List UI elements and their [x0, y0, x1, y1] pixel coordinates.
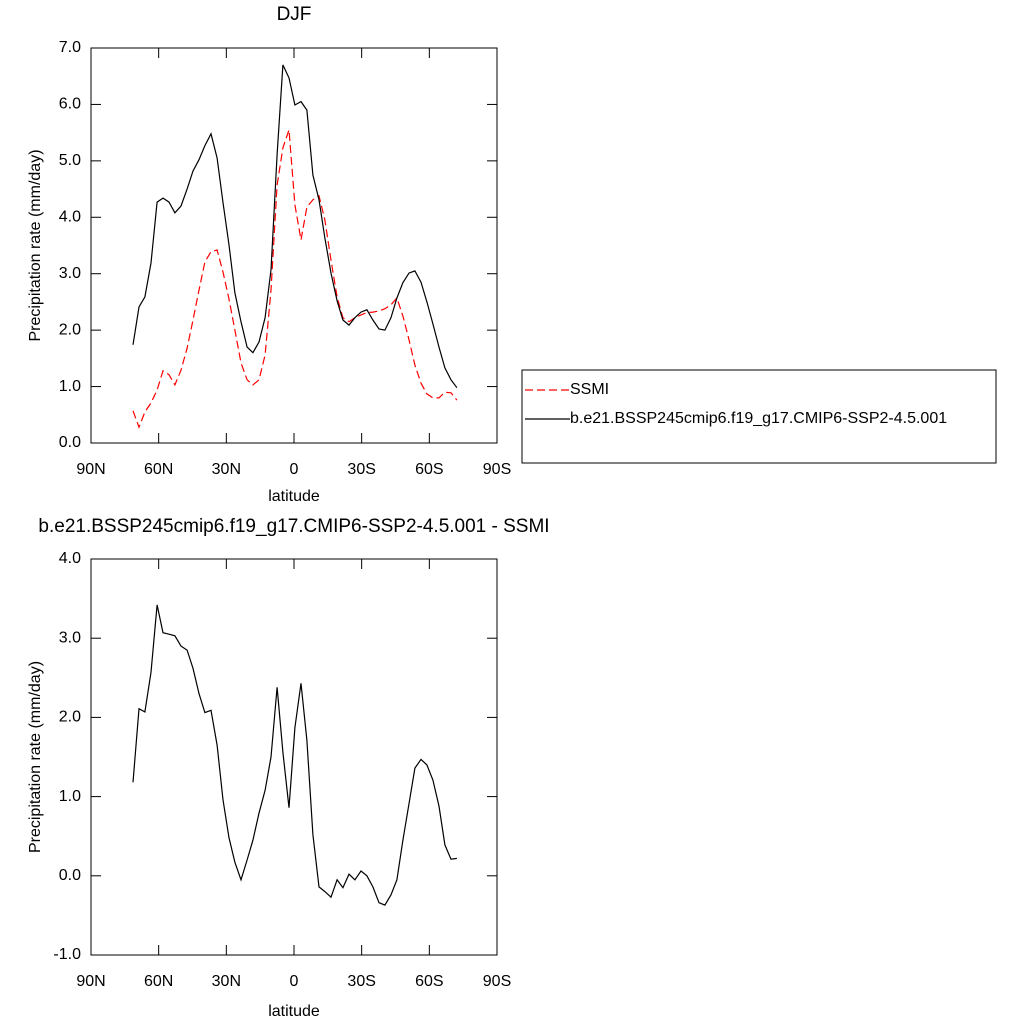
x-tick-label: 90N	[76, 461, 105, 478]
x-tick-label: 30S	[347, 461, 375, 478]
y-axis-label: Precipitation rate (mm/day)	[27, 149, 44, 341]
data-line	[132, 64, 458, 389]
x-tick-label: 60N	[144, 973, 173, 990]
y-tick-label: 1.0	[59, 788, 81, 805]
x-tick-label: 30N	[212, 461, 241, 478]
y-axis-label: Precipitation rate (mm/day)	[27, 661, 44, 853]
x-tick-label: 0	[290, 461, 299, 478]
y-tick-label: -1.0	[53, 946, 81, 963]
x-tick-label: 90S	[483, 973, 511, 990]
chart-title: b.e21.BSSP245cmip6.f19_g17.CMIP6-SSP2-4.…	[38, 516, 549, 537]
x-tick-label: 90S	[483, 461, 511, 478]
legend-label: b.e21.BSSP245cmip6.f19_g17.CMIP6-SSP2-4.…	[570, 410, 947, 427]
x-tick-label: 60S	[415, 461, 443, 478]
x-axis-label: latitude	[268, 1003, 320, 1020]
data-line	[132, 129, 458, 429]
chart-title: DJF	[277, 4, 312, 25]
x-tick-label: 0	[290, 973, 299, 990]
y-tick-label: 0.0	[59, 867, 81, 884]
y-tick-label: 5.0	[59, 152, 81, 169]
plot-frame	[90, 47, 498, 444]
y-tick-label: 4.0	[59, 550, 81, 567]
y-tick-label: 3.0	[59, 265, 81, 282]
x-tick-label: 90N	[76, 973, 105, 990]
y-tick-label: 2.0	[59, 709, 81, 726]
x-axis-label: latitude	[268, 488, 320, 505]
y-tick-label: 1.0	[59, 378, 81, 395]
legend-box	[521, 369, 997, 464]
y-tick-label: 6.0	[59, 96, 81, 113]
x-tick-label: 60N	[144, 461, 173, 478]
x-tick-label: 30S	[347, 973, 375, 990]
y-tick-label: 3.0	[59, 629, 81, 646]
data-line	[132, 604, 457, 906]
x-tick-label: 60S	[415, 973, 443, 990]
x-tick-label: 30N	[212, 973, 241, 990]
y-tick-label: 0.0	[59, 434, 81, 451]
legend-label: SSMI	[570, 381, 609, 398]
y-tick-label: 7.0	[59, 39, 81, 56]
plot-frame	[90, 558, 498, 956]
y-tick-label: 4.0	[59, 209, 81, 226]
y-tick-label: 2.0	[59, 321, 81, 338]
